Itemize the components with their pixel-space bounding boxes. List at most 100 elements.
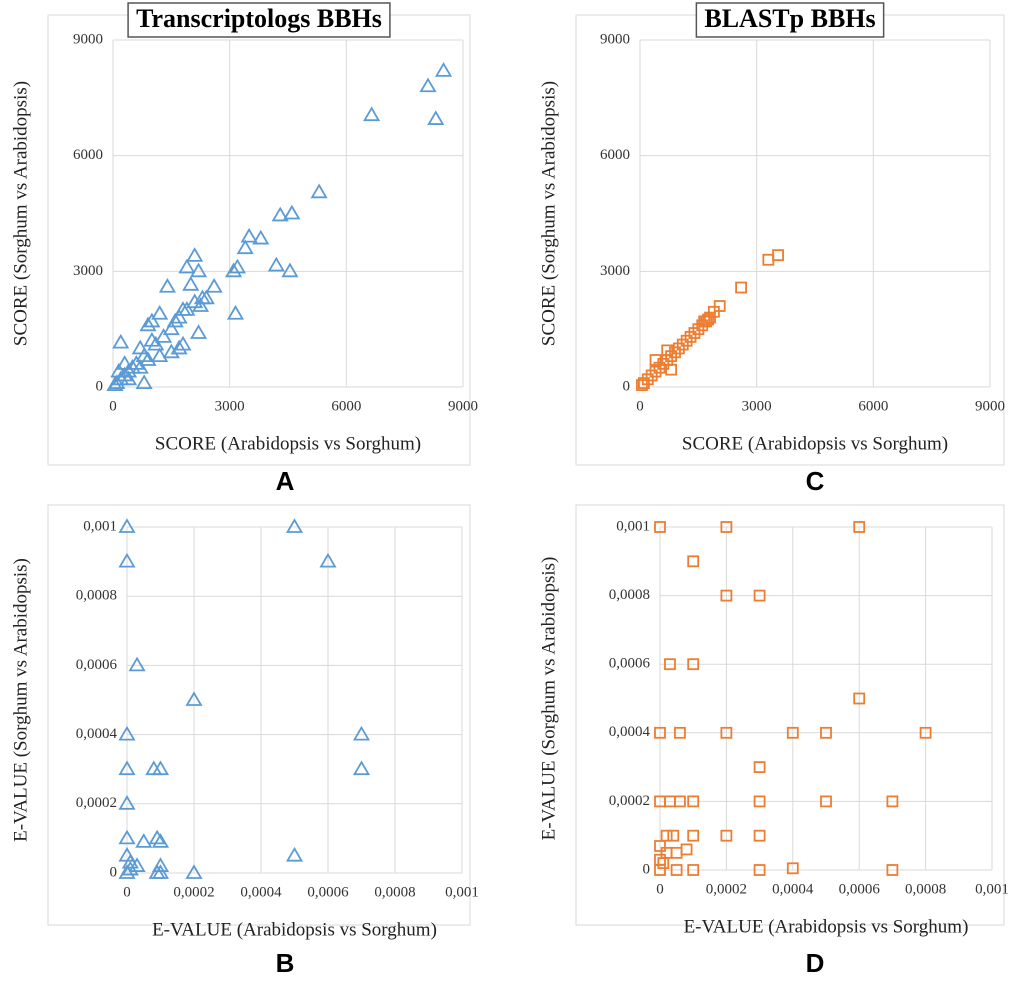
point bbox=[670, 864, 683, 876]
point bbox=[110, 362, 128, 378]
y-tick-label: 6000 bbox=[73, 147, 103, 163]
point bbox=[151, 347, 169, 363]
point bbox=[131, 339, 149, 355]
point bbox=[735, 281, 748, 294]
point bbox=[131, 358, 149, 374]
point bbox=[139, 351, 157, 366]
point bbox=[106, 376, 124, 391]
x-axis-title: E-VALUE (Arabidopsis vs Sorghum) bbox=[684, 916, 969, 937]
point bbox=[419, 77, 437, 93]
point bbox=[121, 853, 139, 869]
title-frame bbox=[127, 2, 391, 38]
x-tick-label: 0,0008 bbox=[905, 881, 946, 897]
x-tick-label: 6000 bbox=[331, 398, 361, 414]
point bbox=[687, 829, 700, 842]
point bbox=[148, 829, 166, 845]
x-tick-label: 6000 bbox=[858, 398, 888, 414]
point bbox=[118, 829, 136, 845]
point bbox=[158, 277, 177, 293]
point bbox=[649, 354, 662, 366]
point bbox=[667, 829, 680, 842]
point bbox=[753, 589, 766, 602]
point bbox=[720, 521, 733, 533]
point bbox=[267, 256, 285, 272]
point bbox=[753, 761, 766, 773]
point bbox=[680, 334, 693, 347]
point bbox=[119, 370, 138, 386]
y-tick-label: 0,0002 bbox=[76, 795, 117, 811]
y-tick-label: 9000 bbox=[600, 31, 630, 47]
point bbox=[680, 843, 693, 856]
point bbox=[154, 328, 173, 343]
point bbox=[189, 262, 208, 278]
point bbox=[434, 62, 453, 77]
point bbox=[753, 795, 766, 808]
point bbox=[139, 316, 157, 332]
point bbox=[182, 276, 200, 291]
x-tick-label: 9000 bbox=[975, 398, 1005, 414]
point bbox=[271, 206, 289, 222]
point bbox=[197, 289, 215, 305]
point bbox=[636, 379, 648, 391]
point bbox=[649, 365, 662, 378]
point bbox=[753, 829, 766, 842]
x-tick-label: 0,001 bbox=[975, 881, 1009, 897]
point bbox=[762, 253, 775, 266]
point bbox=[118, 864, 136, 879]
y-tick-label: 0 bbox=[96, 378, 104, 394]
x-tick-label: 0,0006 bbox=[307, 884, 349, 900]
y-tick-label: 0,0008 bbox=[609, 587, 650, 603]
point bbox=[185, 691, 203, 706]
y-tick-label: 0,0006 bbox=[609, 656, 651, 672]
point bbox=[143, 331, 161, 347]
point bbox=[178, 301, 196, 316]
y-tick-label: 0,0006 bbox=[76, 657, 118, 673]
point bbox=[653, 361, 666, 374]
point bbox=[657, 857, 670, 870]
point bbox=[664, 658, 676, 671]
panel-letter: D bbox=[806, 948, 825, 978]
x-axis-title: SCORE (Arabidopsis vs Sorghum) bbox=[155, 433, 421, 454]
point bbox=[319, 552, 337, 568]
point bbox=[112, 333, 130, 349]
point bbox=[654, 864, 666, 876]
point bbox=[684, 330, 697, 343]
point bbox=[283, 204, 301, 220]
point bbox=[720, 829, 733, 842]
point bbox=[310, 183, 328, 199]
chart-title: BLASTp BBHs bbox=[704, 4, 875, 33]
x-tick-label: 0,0002 bbox=[706, 881, 747, 897]
point bbox=[118, 795, 136, 810]
point bbox=[637, 377, 650, 390]
point bbox=[853, 521, 866, 533]
point bbox=[654, 521, 666, 533]
point bbox=[128, 857, 146, 872]
point bbox=[166, 312, 184, 328]
point bbox=[820, 795, 832, 808]
point bbox=[147, 335, 165, 351]
point bbox=[654, 726, 666, 739]
point bbox=[151, 833, 170, 848]
y-tick-label: 3000 bbox=[600, 263, 630, 279]
point bbox=[687, 864, 700, 876]
title-box: BLASTp BBHs bbox=[695, 2, 885, 38]
point bbox=[720, 726, 733, 739]
point bbox=[645, 369, 658, 382]
point bbox=[919, 726, 932, 739]
y-axis-title: SCORE (Sorghum vs Arabidopsis) bbox=[10, 81, 31, 346]
point bbox=[687, 795, 700, 808]
x-tick-label: 9000 bbox=[448, 398, 478, 414]
point bbox=[786, 726, 799, 739]
point bbox=[135, 833, 153, 848]
point bbox=[224, 262, 243, 278]
y-axis-title: SCORE (Sorghum vs Arabidopsis) bbox=[538, 81, 559, 346]
point bbox=[654, 840, 666, 852]
point bbox=[178, 258, 196, 274]
point bbox=[427, 110, 445, 125]
x-tick-label: 3000 bbox=[742, 398, 772, 414]
x-tick-label: 0,0006 bbox=[839, 881, 881, 897]
point bbox=[670, 846, 683, 859]
point bbox=[151, 760, 170, 776]
y-tick-label: 6000 bbox=[600, 147, 630, 163]
point bbox=[191, 297, 210, 312]
